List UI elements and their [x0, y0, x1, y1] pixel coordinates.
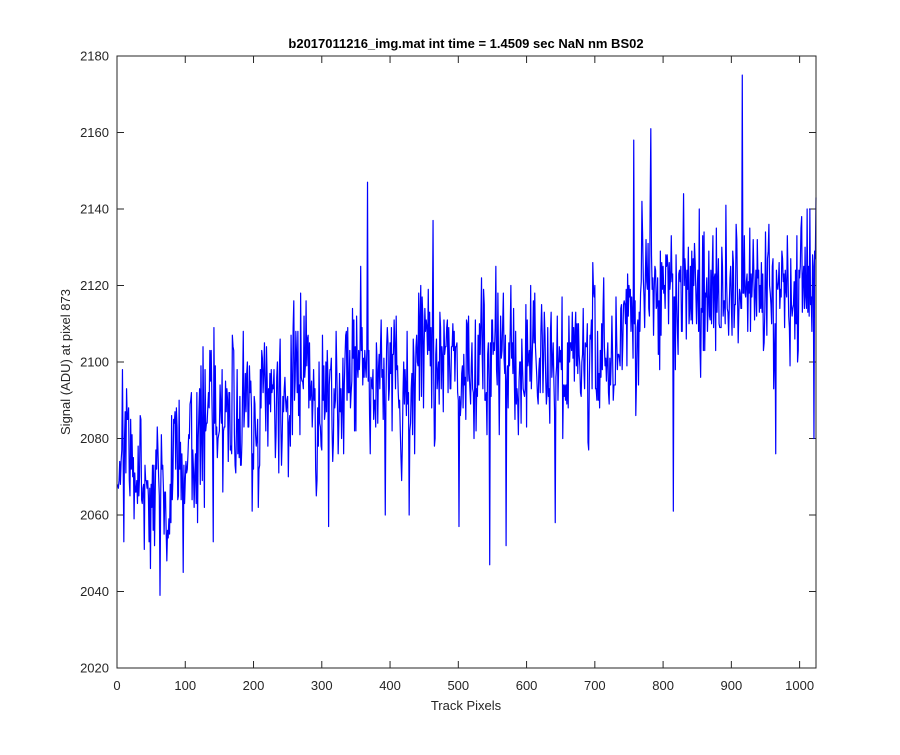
x-tick-label: 1000 — [785, 678, 814, 693]
y-tick-label: 2180 — [80, 49, 109, 64]
y-tick-label: 2060 — [80, 508, 109, 523]
x-tick-label: 600 — [516, 678, 538, 693]
y-tick-label: 2120 — [80, 278, 109, 293]
x-tick-label: 300 — [311, 678, 333, 693]
x-tick-label: 800 — [652, 678, 674, 693]
x-tick-label: 900 — [721, 678, 743, 693]
chart-title: b2017011216_img.mat int time = 1.4509 se… — [288, 36, 643, 51]
x-tick-label: 0 — [113, 678, 120, 693]
y-tick-label: 2040 — [80, 584, 109, 599]
y-tick-label: 2080 — [80, 431, 109, 446]
y-tick-label: 2140 — [80, 202, 109, 217]
axes-box — [116, 55, 817, 669]
y-tick-label: 2020 — [80, 661, 109, 676]
y-tick-label: 2100 — [80, 355, 109, 370]
x-tick-label: 500 — [447, 678, 469, 693]
y-axis: 2020 2040 2060 2080 2100 2120 2140 2160 2180 — [80, 49, 816, 676]
x-tick-label: 100 — [174, 678, 196, 693]
x-tick-label: 400 — [379, 678, 401, 693]
series-group — [117, 74, 817, 596]
x-tick-label: 200 — [243, 678, 265, 693]
x-tick-label: 700 — [584, 678, 606, 693]
signal-series-line — [117, 74, 817, 596]
y-tick-label: 2160 — [80, 125, 109, 140]
x-axis-label: Track Pixels — [431, 698, 502, 713]
y-axis-label: Signal (ADU) at pixel 873 — [58, 289, 73, 435]
x-axis: 0 100 200 300 400 500 600 700 800 900 1000 — [113, 56, 814, 693]
